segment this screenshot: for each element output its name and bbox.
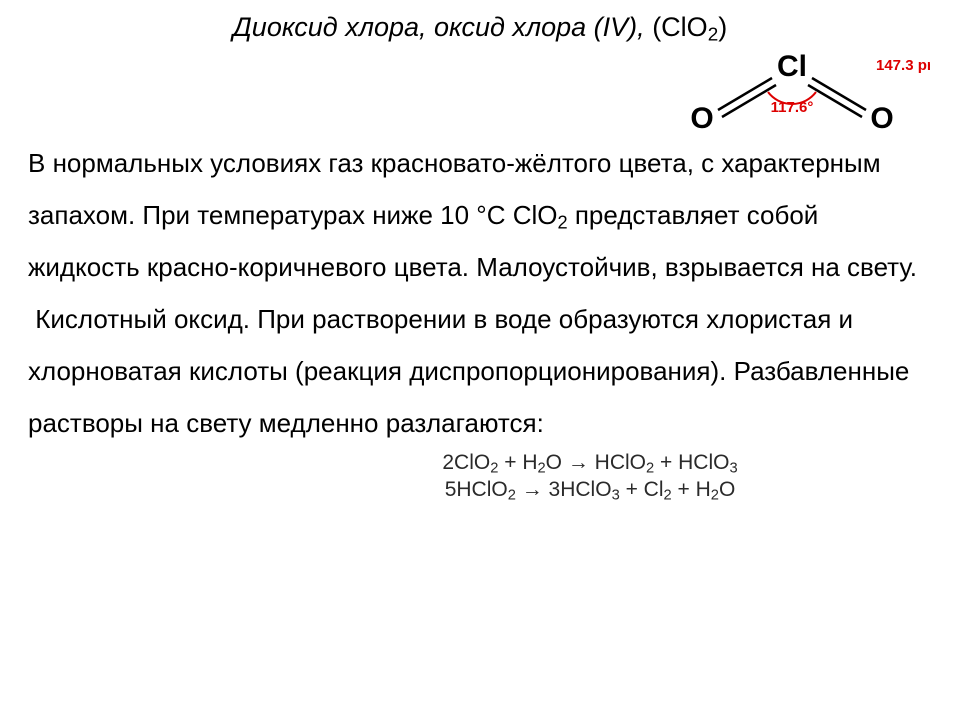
- bond-right-2: [808, 85, 862, 117]
- bond-left-2: [722, 85, 776, 117]
- equation-1: 2ClO2 + H2O → HClO2 + HClO3: [248, 451, 932, 477]
- body-text: В нормальных условиях газ красновато-жёл…: [28, 137, 932, 449]
- page-title: Диоксид хлора, оксид хлора (IV), (ClO2): [28, 12, 932, 47]
- atom-o-left: O: [690, 102, 713, 135]
- molecule-svg: Cl O O 117.6° 147.3 pm: [680, 48, 930, 138]
- atom-cl: Cl: [777, 50, 807, 83]
- angle-label: 117.6°: [771, 99, 814, 116]
- paragraph-1: В нормальных условиях газ красновато-жёл…: [28, 137, 932, 293]
- bond-left-1: [718, 78, 772, 110]
- bondlength-label: 147.3 pm: [876, 57, 930, 74]
- molecule-diagram: Cl O O 117.6° 147.3 pm: [680, 48, 930, 128]
- bond-right-1: [812, 78, 866, 110]
- paragraph-2: Кислотный оксид. При растворении в воде …: [28, 293, 932, 449]
- slide: Диоксид хлора, оксид хлора (IV), (ClO2) …: [0, 0, 960, 720]
- atom-o-right: O: [870, 102, 893, 135]
- title-text: Диоксид хлора, оксид хлора (IV),: [233, 12, 652, 42]
- title-formula: (ClO2): [652, 12, 727, 42]
- equation-2: 5HClO2 → 3HClO3 + Cl2 + H2O: [248, 478, 932, 504]
